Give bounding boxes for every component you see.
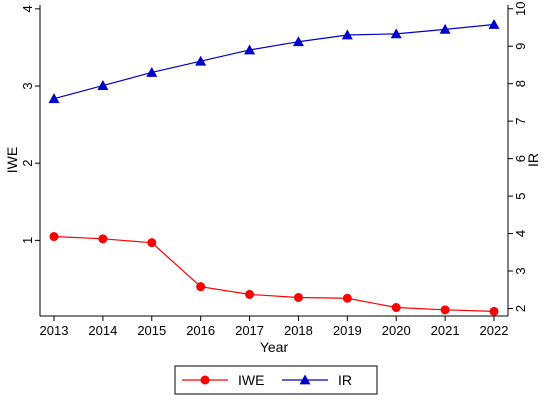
y-right-tick-label: 6: [513, 155, 528, 162]
series-ir-point: [341, 29, 353, 40]
x-tick-label: 2017: [235, 323, 264, 338]
series-iwe: [49, 232, 499, 316]
x-tick-label: 2015: [137, 323, 166, 338]
series-ir-point: [146, 66, 158, 77]
series-iwe-point: [49, 232, 59, 242]
legend: IWE IR: [174, 365, 378, 395]
series-iwe-point: [293, 292, 303, 302]
series-iwe-point: [342, 293, 352, 303]
y-left-tick-label: 2: [20, 160, 35, 167]
y-left-tick-label: 3: [20, 82, 35, 89]
y-right-tick-label: 7: [513, 118, 528, 125]
legend-label-ir: IR: [338, 372, 352, 388]
y-axis-left-ticks: 1 2 3 4: [20, 5, 40, 244]
y-right-tick-label: 3: [513, 267, 528, 274]
series-iwe-point: [98, 234, 108, 244]
series-layer: [48, 18, 500, 316]
x-tick-label: 2020: [382, 323, 411, 338]
y-right-tick-label: 4: [513, 230, 528, 237]
x-axis-ticks: 2013 2014 2015 2016 2017 2018 2019 2020 2021 2022: [40, 316, 509, 338]
series-iwe-point: [440, 305, 450, 315]
y-right-tick-label: 5: [513, 192, 528, 199]
series-ir-point: [488, 18, 500, 29]
series-ir-line: [53, 23, 495, 100]
series-iwe-line: [53, 235, 495, 312]
series-iwe-point: [489, 306, 499, 316]
y-right-tick-label: 2: [513, 305, 528, 312]
y-right-tick-label: 8: [513, 80, 528, 87]
y-axis-left-title: IWE: [4, 147, 20, 173]
series-ir-point: [292, 36, 304, 47]
series-iwe-point: [391, 303, 401, 313]
x-tick-label: 2021: [431, 323, 460, 338]
legend-swatch-marker: [200, 375, 210, 385]
x-tick-label: 2013: [40, 323, 69, 338]
y-left-tick-label: 4: [20, 5, 35, 12]
series-ir-point: [390, 28, 402, 39]
x-tick-label: 2019: [333, 323, 362, 338]
x-tick-label: 2022: [480, 323, 509, 338]
series-ir-point: [244, 44, 256, 55]
x-tick-label: 2014: [88, 323, 117, 338]
series-iwe-point: [196, 282, 206, 292]
legend-item-ir: IR: [282, 372, 352, 388]
legend-label-iwe: IWE: [238, 372, 264, 388]
legend-swatch-marker: [299, 374, 311, 385]
series-ir-point: [195, 55, 207, 66]
series-ir-point: [439, 23, 451, 34]
series-ir-point: [97, 80, 109, 90]
y-axis-right-ticks: 2 3 4 5 6 7 8 9 10: [508, 2, 528, 312]
legend-items: IWE IR: [182, 372, 352, 388]
x-tick-label: 2018: [284, 323, 313, 338]
y-right-tick-label: 9: [513, 43, 528, 50]
plot-frame: [39, 5, 509, 317]
x-axis-title: Year: [260, 339, 289, 355]
series-ir: [48, 18, 500, 104]
series-iwe-point: [147, 238, 157, 248]
y-axis-right-title: IR: [525, 153, 541, 167]
legend-item-iwe: IWE: [182, 372, 264, 388]
series-iwe-point: [245, 289, 255, 299]
y-right-tick-label: 10: [513, 2, 528, 16]
x-tick-label: 2016: [186, 323, 215, 338]
y-left-tick-label: 1: [20, 237, 35, 244]
series-ir-point: [48, 93, 60, 104]
